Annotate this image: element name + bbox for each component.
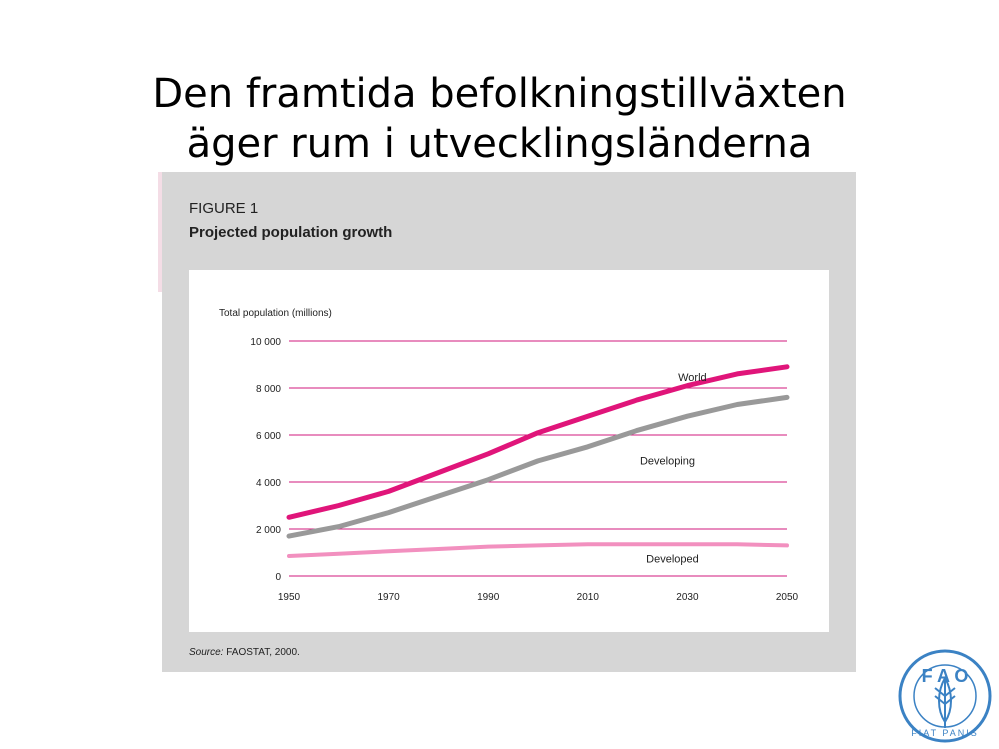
figure-accent-bar bbox=[158, 172, 162, 292]
series-line-developed bbox=[287, 542, 789, 558]
x-tick-label-2030: 2030 bbox=[676, 592, 699, 603]
source-text: FAOSTAT, 2000. bbox=[223, 647, 300, 658]
y-tick-label-10000: 10 000 bbox=[250, 337, 281, 348]
slide-title-line-1: Den framtida befolkningstillväxten bbox=[152, 70, 847, 117]
series-label-developed: Developed bbox=[646, 554, 699, 566]
x-tick-label-2010: 2010 bbox=[577, 592, 600, 603]
figure-title: Projected population growth bbox=[189, 224, 393, 241]
plot-area: Total population (millions) 0 2 000 4 000 6 … bbox=[189, 270, 829, 632]
source-label: Source: bbox=[189, 647, 224, 658]
x-tick-label-2050: 2050 bbox=[776, 592, 799, 603]
y-tick-label-4000: 4 000 bbox=[256, 478, 281, 489]
x-tick-label-1970: 1970 bbox=[377, 592, 400, 603]
series-line-world bbox=[286, 364, 790, 520]
slide-title-line-2: äger rum i utvecklingsländerna bbox=[186, 120, 813, 167]
x-tick-label-1950: 1950 bbox=[278, 592, 301, 603]
x-tick-label-1990: 1990 bbox=[477, 592, 500, 603]
fao-logo: F A O FIAT PANIS bbox=[898, 649, 992, 743]
figure-number: FIGURE 1 bbox=[189, 200, 259, 217]
y-tick-label-6000: 6 000 bbox=[256, 431, 281, 442]
y-tick-label-2000: 2 000 bbox=[256, 525, 281, 536]
series-line-developing bbox=[286, 394, 790, 539]
fao-logo-motto: FIAT PANIS bbox=[911, 728, 979, 738]
y-tick-label-0: 0 bbox=[275, 572, 281, 583]
y-tick-label-8000: 8 000 bbox=[256, 384, 281, 395]
series-label-world: World bbox=[678, 372, 707, 384]
population-line-chart: Total population (millions) 0 2 000 4 000 6 … bbox=[219, 308, 799, 603]
fao-logo-letters: F A O bbox=[922, 666, 969, 686]
y-axis-title: Total population (millions) bbox=[219, 308, 332, 319]
slide-title: Den framtida befolkningstillväxten äger … bbox=[0, 69, 999, 169]
series-label-developing: Developing bbox=[640, 455, 695, 467]
figure-source: Source: FAOSTAT, 2000. bbox=[189, 647, 300, 658]
